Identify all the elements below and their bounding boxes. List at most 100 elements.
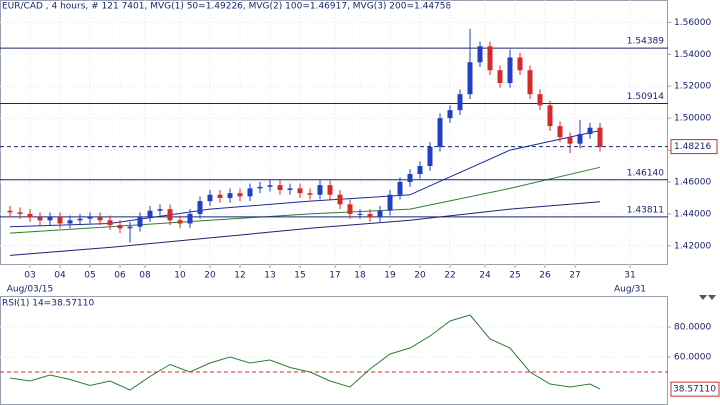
- candle-body: [57, 217, 63, 224]
- level-label: 1.46140: [627, 168, 664, 178]
- candle-body: [297, 188, 303, 194]
- candle-body: [87, 217, 93, 219]
- y-tick-label: 1.50000: [674, 114, 711, 124]
- x-tick-label: 05: [84, 271, 95, 281]
- x-tick-label: 20: [204, 271, 216, 281]
- x-tick-label: 08: [139, 271, 151, 281]
- candle-body: [17, 212, 23, 214]
- candle-body: [117, 225, 123, 229]
- candle-body: [37, 217, 43, 221]
- candle-body: [227, 193, 233, 198]
- candle-body: [567, 137, 573, 144]
- candle-body: [477, 46, 483, 63]
- candle-body: [177, 220, 183, 224]
- candle-body: [417, 166, 423, 175]
- rsi-line: [9, 314, 601, 391]
- candle-body: [157, 209, 163, 211]
- x-tick-label: 06: [114, 271, 126, 281]
- candle-body: [557, 126, 563, 138]
- candle-body: [327, 185, 333, 195]
- candle-body: [407, 174, 413, 182]
- candle-body: [507, 57, 513, 84]
- candle-body: [67, 220, 73, 224]
- x-tick-label: 13: [264, 271, 275, 281]
- candle-body: [537, 94, 543, 106]
- candle-body: [287, 188, 293, 190]
- candle-body: [207, 194, 213, 202]
- moving-average: [9, 201, 601, 256]
- candle-body: [397, 181, 403, 195]
- chart-title: EUR/CAD , 4 hours, # 121 7401, MVG(1) 50…: [2, 2, 452, 12]
- arrow-icon[interactable]: [699, 295, 707, 300]
- candle-body: [247, 188, 253, 197]
- candle-body: [77, 218, 83, 221]
- x-sublabel: Aug/31: [614, 285, 646, 295]
- candle-body: [147, 210, 153, 218]
- candle-body: [137, 217, 143, 227]
- candle-body: [367, 213, 373, 218]
- last-price-box: [670, 139, 718, 155]
- candle-body: [97, 217, 103, 221]
- x-tick-label: 31: [624, 271, 635, 281]
- rsi-title: RSI(1) 14=38.57110: [2, 299, 94, 309]
- x-sublabel: Aug/03/15: [7, 285, 54, 295]
- candle-body: [337, 194, 343, 205]
- y-tick-label: 1.52000: [674, 82, 711, 92]
- candle-body: [527, 70, 533, 95]
- candle-body: [357, 213, 363, 215]
- y-tick-label: 80.0000: [674, 323, 711, 333]
- x-tick-label: 15: [294, 271, 305, 281]
- candle-body: [257, 186, 263, 189]
- x-tick-label: 18: [354, 271, 366, 281]
- x-tick-label: 20: [414, 271, 426, 281]
- x-tick-label: 03: [24, 271, 35, 281]
- candle-body: [517, 57, 523, 71]
- y-tick-label: 1.56000: [674, 18, 711, 28]
- candle-body: [457, 94, 463, 111]
- x-tick-label: 24: [479, 271, 491, 281]
- candle-body: [47, 217, 53, 221]
- candle-body: [437, 118, 443, 147]
- y-tick-label: 1.54000: [674, 50, 711, 60]
- candle-body: [127, 226, 133, 229]
- x-tick-label: 04: [54, 271, 66, 281]
- x-tick-label: 12: [234, 271, 245, 281]
- candle-body: [267, 185, 273, 187]
- x-tick-label: 25: [509, 271, 520, 281]
- level-label: 1.50914: [627, 92, 664, 102]
- arrow-icon[interactable]: [708, 295, 716, 300]
- candle-body: [547, 105, 553, 127]
- candle-body: [167, 209, 173, 221]
- last-value-box: [670, 381, 720, 397]
- candle-body: [377, 210, 383, 218]
- y-tick-label: 1.46000: [674, 177, 711, 187]
- y-tick-label: 1.42000: [674, 241, 711, 251]
- candle-body: [467, 62, 473, 95]
- candle-body: [387, 194, 393, 211]
- x-tick-label: 10: [174, 271, 186, 281]
- x-tick-label: 27: [569, 271, 580, 281]
- price-panel-frame: [0, 0, 668, 265]
- x-tick-label: 17: [329, 271, 340, 281]
- candle-body: [217, 194, 223, 198]
- candle-body: [497, 70, 503, 84]
- candle-body: [597, 127, 603, 147]
- y-tick-label: 60.0000: [674, 353, 711, 363]
- last-value-label: 38.57110: [673, 385, 716, 395]
- last-price-label: 1.48216: [674, 142, 711, 152]
- candle-body: [27, 213, 33, 218]
- x-tick-label: 19: [384, 271, 396, 281]
- candle-body: [427, 146, 433, 167]
- x-tick-label: 26: [539, 271, 551, 281]
- level-label: 1.54389: [627, 37, 664, 47]
- candle-body: [577, 134, 583, 144]
- x-tick-label: 22: [444, 271, 455, 281]
- candle-body: [107, 220, 113, 226]
- candle-body: [187, 213, 193, 224]
- level-label: 1.43811: [627, 205, 664, 215]
- candle-body: [487, 46, 493, 71]
- candle-body: [447, 110, 453, 119]
- panel-arrows[interactable]: [699, 295, 716, 300]
